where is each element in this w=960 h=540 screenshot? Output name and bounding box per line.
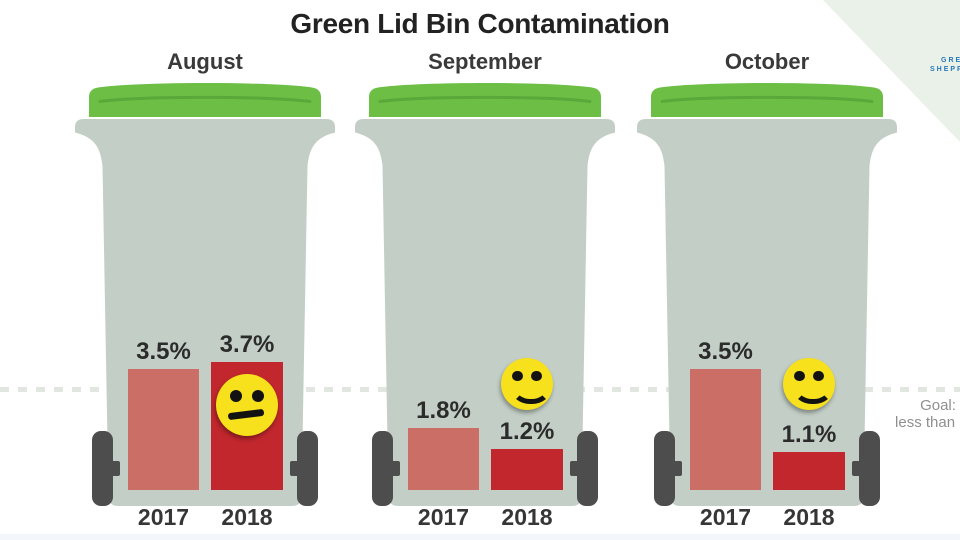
left-wheel [654,431,675,506]
face-right-eye [813,371,824,382]
right-wheel [577,431,598,506]
right-axle [852,461,862,476]
wheelie-bin-illustration [355,83,615,506]
year-label-2017: 2017 [137,504,190,530]
face-left-eye [794,371,805,382]
bar-value-label: 3.5% [698,338,753,366]
lid-groove-line [660,95,874,103]
year-label-2018: 2018 [783,504,835,530]
right-axle [570,461,580,476]
year-label-2017: 2017 [699,504,752,530]
face-right-eye [531,371,542,382]
right-axle [290,461,300,476]
lid-groove-line [98,95,312,103]
goal-label-line2: less than 3% [895,414,960,431]
bar-value-label: 1.8% [416,396,471,424]
year-label-2018: 2018 [501,504,553,530]
right-wheel [859,431,880,506]
bar-value-label: 1.2% [499,417,555,445]
year-label-2017: 2017 [417,504,470,530]
bar-2017: 1.8% [408,397,479,490]
happy-face-icon [501,358,553,410]
left-axle [390,461,400,476]
left-wheel [372,431,393,506]
bar-value-label: 1.1% [781,421,837,448]
left-wheel [92,431,113,506]
wheelie-bin-illustration [75,83,335,506]
bin-body [75,119,335,506]
lid-groove-line [378,95,592,103]
bin-body [637,119,897,506]
bin-body [355,119,615,506]
left-axle [110,461,120,476]
year-label-2018: 2018 [221,504,273,530]
wheelie-bin-illustration [637,83,897,506]
bar-value-label: 3.5% [136,338,191,366]
right-wheel [297,431,318,506]
face-mouth [228,409,265,420]
bin-green-lid [89,83,321,117]
bar-2018: 1.2% [491,418,563,490]
face-left-eye [512,371,523,382]
neutral-face-icon [216,374,278,436]
bin-wheels [372,431,598,506]
bin-green-lid [651,83,883,117]
corner-logo-text-line1: Gre [941,57,960,64]
corner-logo-text-line2: Sheppa [930,66,960,73]
bin-green-lid [369,83,601,117]
month-label: September [428,49,542,74]
goal-label: Goal: less than 3% [882,397,960,431]
happy-face-icon [783,358,835,410]
goal-dashed-line [0,386,960,392]
page-title: Green Lid Bin Contamination [290,8,670,39]
bar-2018: 3.7% [211,331,283,490]
month-label: October [724,49,810,74]
bin-wheels [92,431,318,506]
bar-2018: 1.1% [773,421,845,490]
month-label: August [167,49,243,74]
bottom-edge-strip [0,534,960,540]
bar-value-label: 3.7% [219,331,275,359]
left-axle [672,461,682,476]
bin-wheels [654,431,880,506]
goal-label-line1: Goal: [920,397,956,414]
